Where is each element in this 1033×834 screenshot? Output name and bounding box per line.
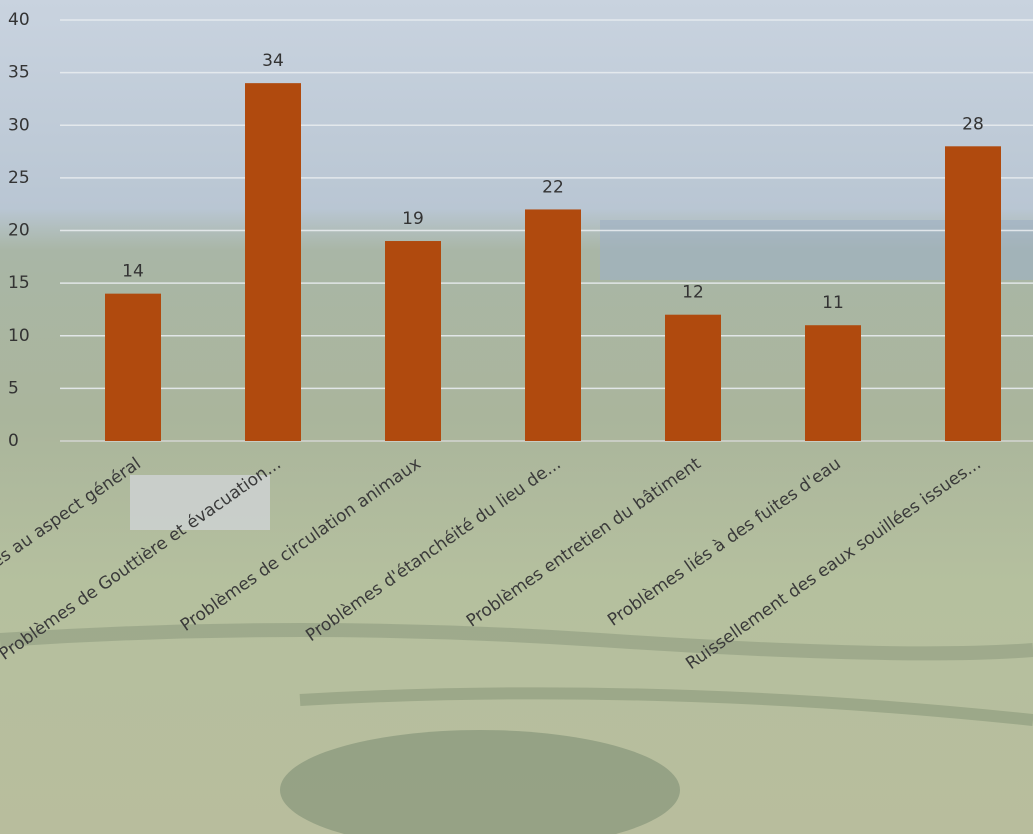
house xyxy=(130,475,270,530)
y-tick-label: 20 xyxy=(8,221,30,241)
data-label: 19 xyxy=(402,209,424,229)
y-tick-label: 30 xyxy=(8,115,30,135)
bar xyxy=(105,293,161,441)
bar xyxy=(525,209,581,441)
hedge xyxy=(299,687,1033,726)
data-label: 28 xyxy=(962,114,984,134)
y-tick-label: 10 xyxy=(8,326,30,346)
data-label: 22 xyxy=(542,177,564,197)
y-tick-label: 40 xyxy=(8,10,30,30)
hedge xyxy=(0,623,1033,661)
bar xyxy=(805,325,861,441)
y-tick-label: 0 xyxy=(8,431,19,451)
data-label: 34 xyxy=(262,51,284,71)
data-label: 14 xyxy=(122,262,144,282)
y-tick-label: 15 xyxy=(8,273,30,293)
y-tick-label: 25 xyxy=(8,168,30,188)
data-label: 11 xyxy=(822,293,844,313)
bar xyxy=(665,314,721,441)
y-tick-label: 35 xyxy=(8,63,30,83)
bar xyxy=(245,83,301,442)
bar xyxy=(385,241,441,441)
bar xyxy=(945,146,1001,442)
data-label: 12 xyxy=(682,283,704,303)
y-tick-label: 5 xyxy=(8,378,19,398)
trees xyxy=(280,730,680,834)
